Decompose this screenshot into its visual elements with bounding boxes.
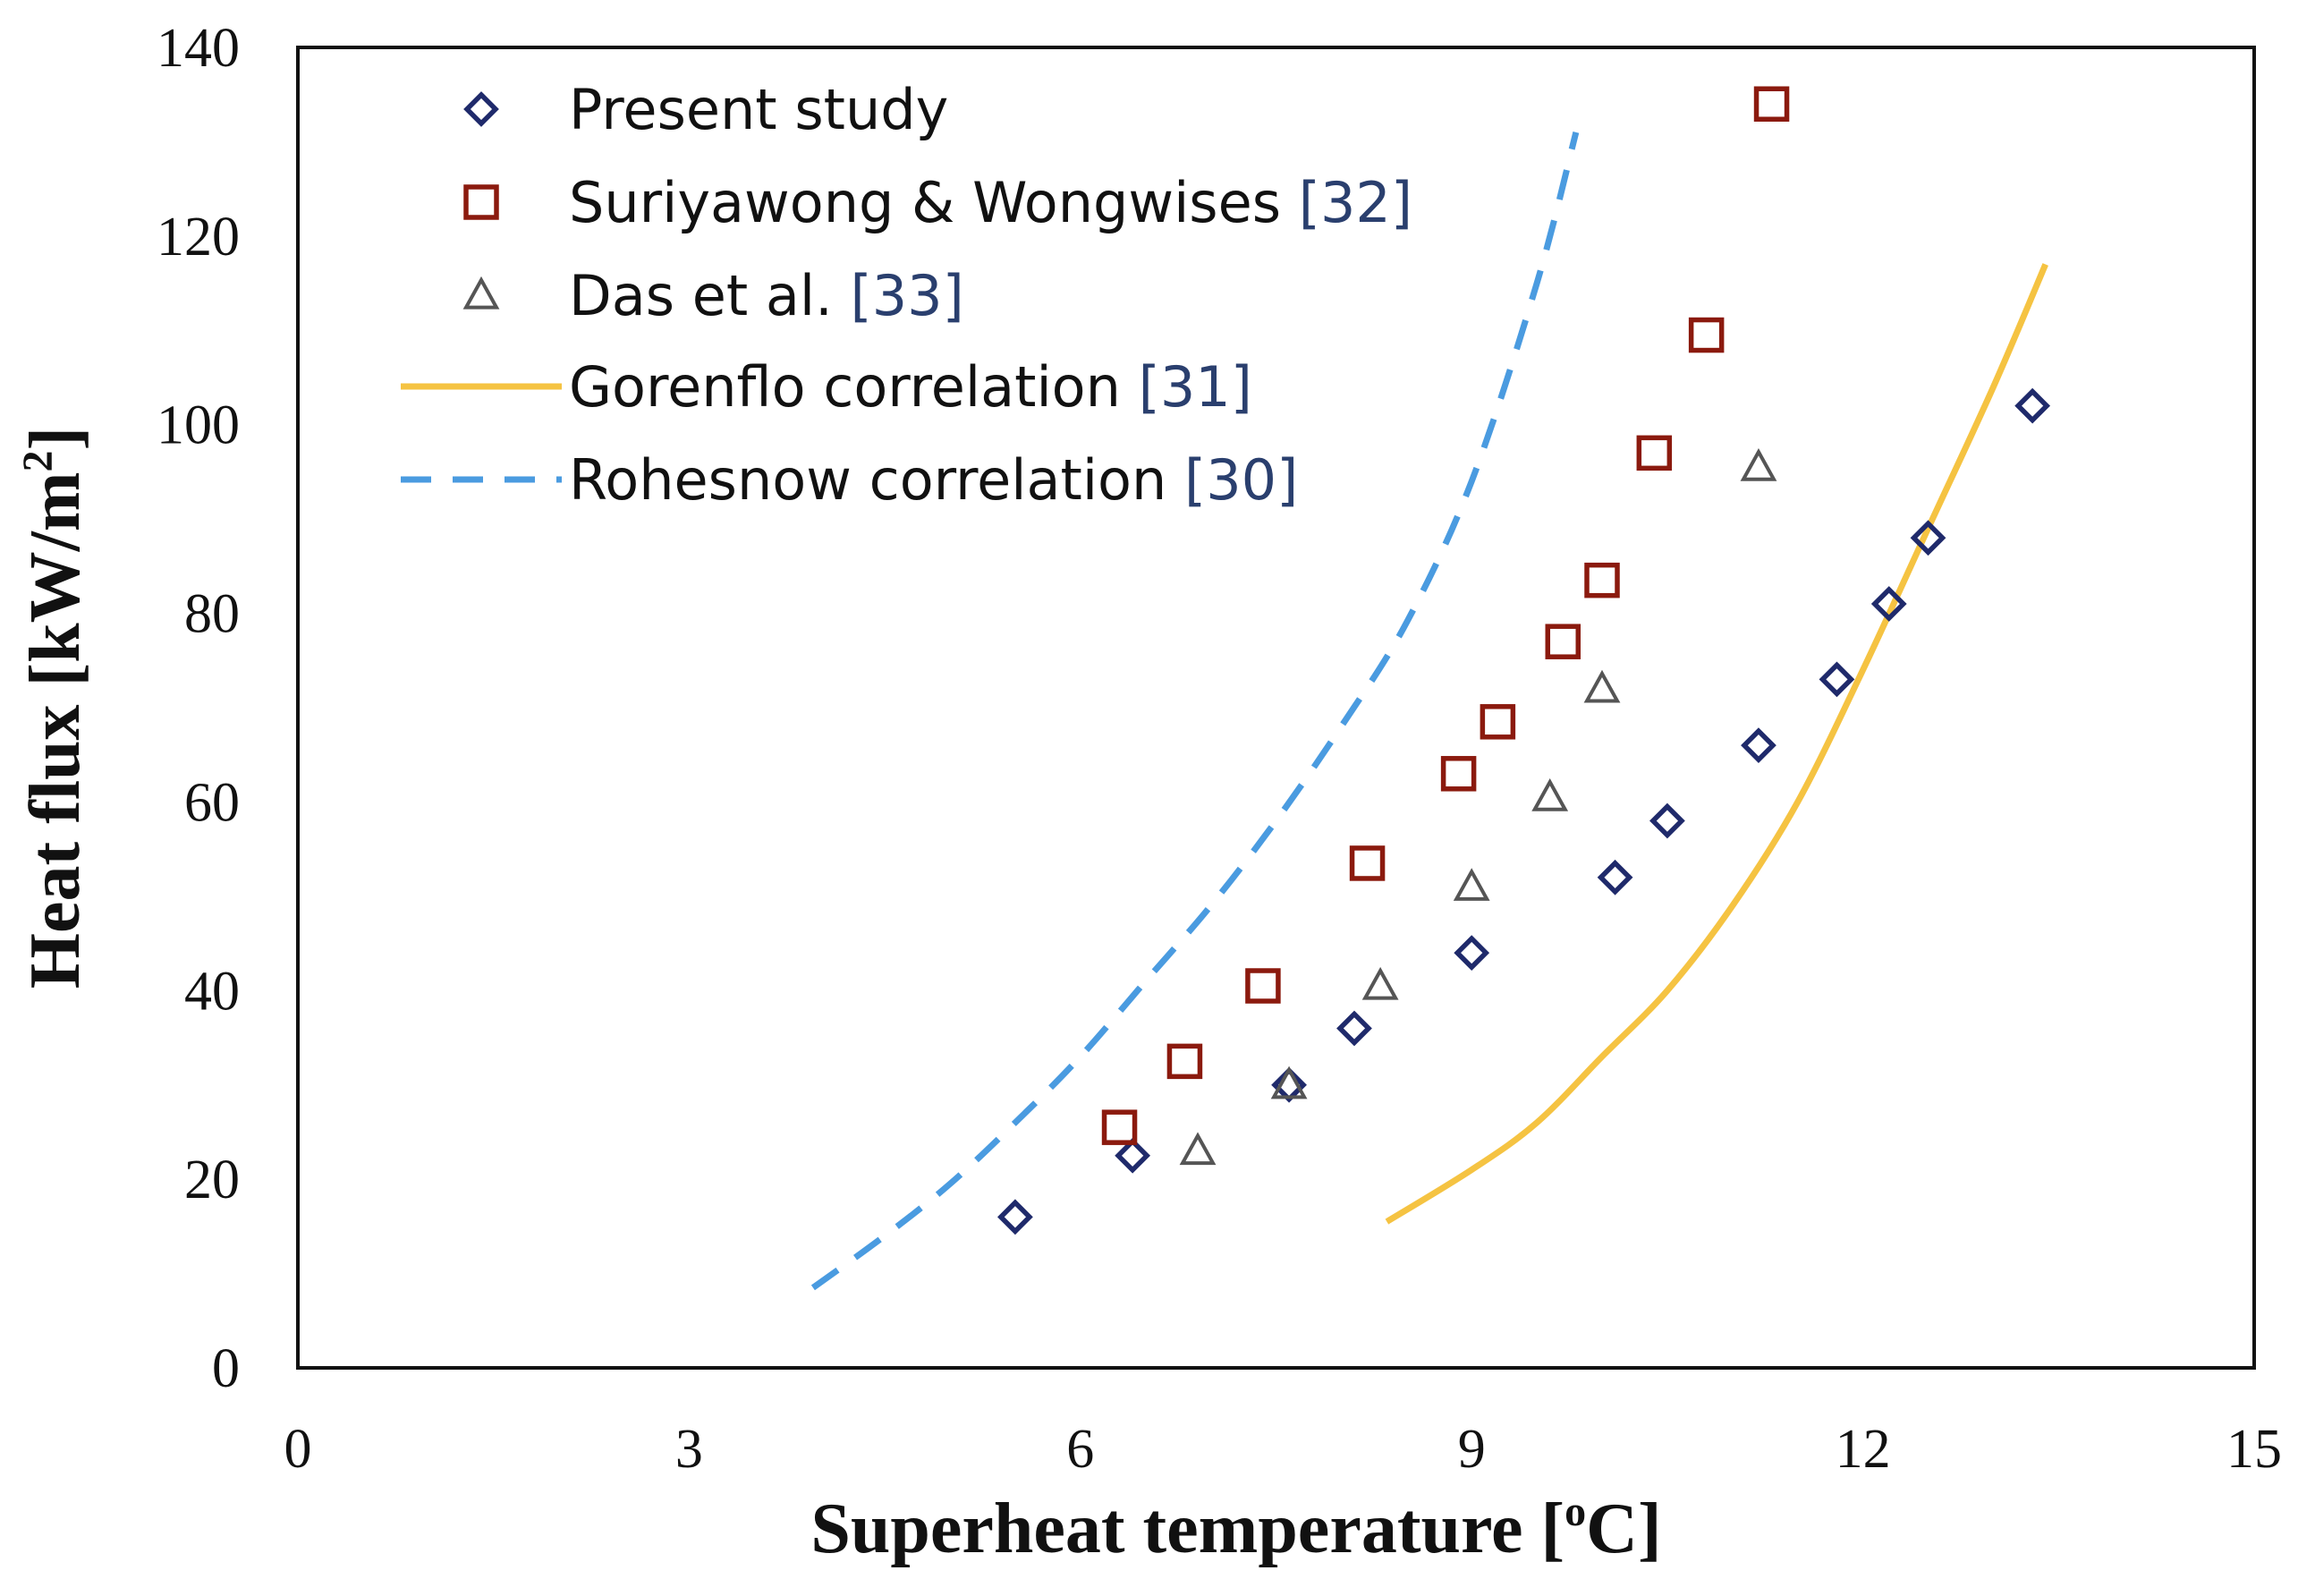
series-present-study [997, 387, 2051, 1235]
data-point-square [1753, 86, 1790, 123]
y-tick-label: 40 [184, 961, 240, 1022]
y-tick-label: 20 [184, 1150, 240, 1210]
series-das-et-al- [1179, 448, 1777, 1166]
legend: Present study Suriyawong & Wongwises [32]… [401, 77, 1412, 513]
x-tick-label: 12 [1836, 1419, 1891, 1480]
series-line [1385, 263, 2048, 1225]
data-point-diamond [1649, 802, 1685, 839]
legend-item: Das et al. [33] [462, 263, 964, 328]
legend-swatch-triangle [462, 276, 500, 310]
legend-item: Suriyawong & Wongwises [32] [463, 170, 1412, 235]
data-point-diamond [1454, 935, 1490, 972]
data-point-diamond [1910, 520, 1946, 556]
x-tick-label: 15 [2226, 1419, 2282, 1480]
data-point-diamond [2014, 387, 2051, 424]
legend-swatch-diamond [463, 91, 499, 127]
y-tick-label: 80 [184, 584, 240, 645]
data-point-square [1440, 756, 1477, 792]
data-point-triangle [1740, 448, 1777, 481]
series-line [810, 132, 1580, 1291]
y-axis-title: Heat flux [kW/m2] [14, 427, 95, 989]
y-tick-label: 120 [157, 207, 240, 267]
y-tick-label: 60 [184, 772, 240, 833]
y-tick-label: 0 [212, 1338, 240, 1399]
legend-label: Present study [569, 77, 948, 142]
data-point-triangle [1531, 778, 1569, 811]
series-gorenflo-correlation [1385, 263, 2048, 1225]
series-suriyawong-wongwises [1101, 86, 1790, 1145]
legend-item: Present study [463, 77, 948, 142]
data-point-square [1688, 317, 1725, 353]
series-rohesnow-correlation [810, 132, 1580, 1291]
data-point-diamond [1597, 859, 1633, 896]
x-tick-label: 0 [284, 1419, 312, 1480]
series-layer [810, 86, 2051, 1291]
legend-item: Rohesnow correlation [30] [401, 447, 1298, 513]
legend-label: Das et al. [33] [569, 263, 964, 328]
legend-swatch-square [463, 184, 499, 220]
data-point-triangle [1453, 868, 1490, 901]
legend-item: Gorenflo correlation [31] [401, 354, 1252, 420]
data-point-triangle [1583, 669, 1621, 703]
x-tick-label: 6 [1066, 1419, 1094, 1480]
data-point-triangle [1179, 1132, 1217, 1166]
data-point-square [1480, 704, 1516, 740]
legend-label: Rohesnow correlation [30] [569, 447, 1298, 513]
data-point-diamond [997, 1199, 1033, 1235]
legend-label: Suriyawong & Wongwises [32] [569, 170, 1412, 235]
data-point-square [1636, 435, 1673, 471]
x-axis-tick-labels: 0 3 6 9 12 15 [284, 1419, 2283, 1480]
data-point-square [1166, 1043, 1203, 1080]
data-point-triangle [1270, 1065, 1308, 1099]
data-point-square [1245, 968, 1281, 1004]
x-tick-label: 3 [675, 1419, 703, 1480]
data-point-diamond [1336, 1010, 1372, 1047]
data-point-square [1349, 845, 1386, 881]
data-point-square [1545, 624, 1581, 659]
legend-label: Gorenflo correlation [31] [569, 354, 1252, 420]
x-tick-label: 9 [1458, 1419, 1486, 1480]
data-point-diamond [1819, 661, 1855, 698]
y-tick-label: 100 [157, 395, 240, 456]
data-point-triangle [1361, 966, 1399, 1000]
plot-area-frame [296, 46, 2256, 1370]
data-point-square [1584, 562, 1620, 598]
data-point-diamond [1741, 727, 1776, 764]
data-point-diamond [1870, 586, 1907, 622]
data-point-diamond [1115, 1137, 1151, 1174]
data-point-diamond [1271, 1066, 1307, 1103]
y-axis-tick-labels: 0 20 40 60 80 100 120 140 [157, 18, 240, 1399]
x-axis-title: Superheat temperature [oC] [810, 1488, 1661, 1568]
y-tick-label: 140 [157, 18, 240, 79]
data-point-square [1101, 1109, 1138, 1145]
